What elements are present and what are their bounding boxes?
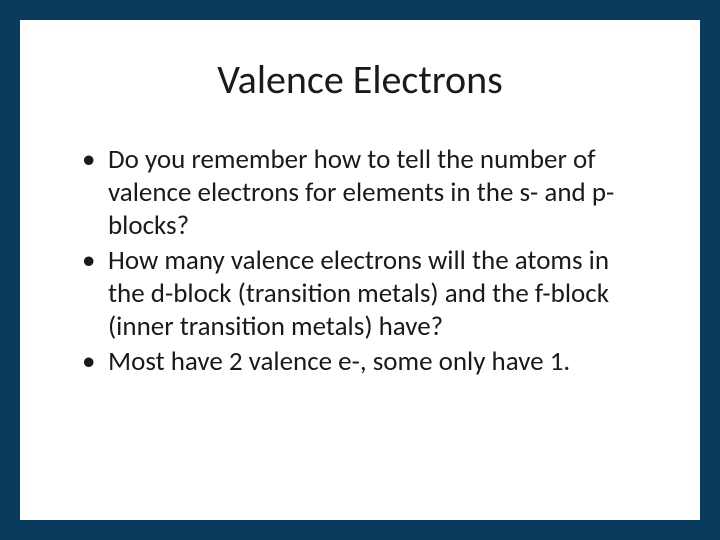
list-item: Do you remember how to tell the number o…: [80, 144, 640, 243]
slide-card: Valence Electrons Do you remember how to…: [20, 20, 700, 520]
list-item: Most have 2 valence e-, some only have 1…: [80, 346, 640, 379]
bullet-list: Do you remember how to tell the number o…: [80, 144, 640, 379]
list-item: How many valence electrons will the atom…: [80, 245, 640, 344]
slide-title: Valence Electrons: [80, 58, 640, 102]
